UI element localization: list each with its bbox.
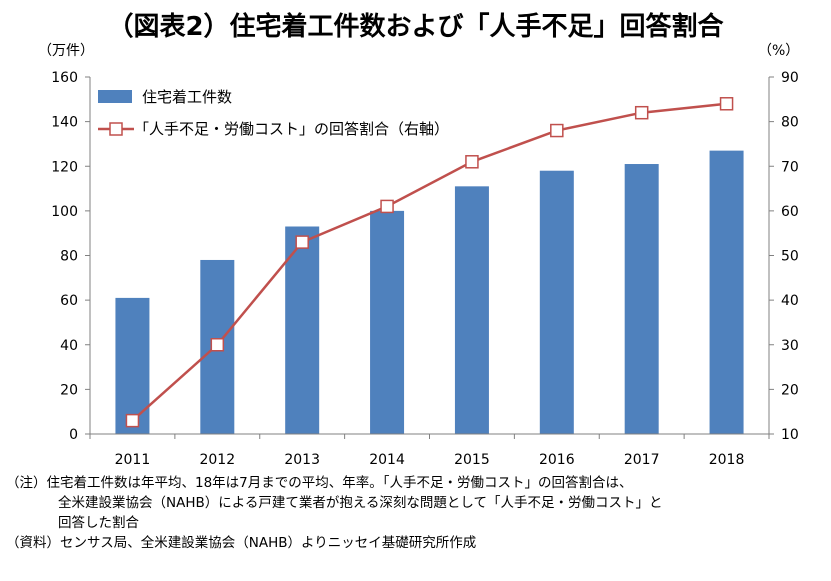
bar xyxy=(539,170,574,434)
line-point xyxy=(125,413,140,428)
line-point xyxy=(295,235,309,249)
x-tick-label: 2016 xyxy=(539,452,575,468)
line-point xyxy=(634,105,649,120)
bar xyxy=(454,186,489,434)
left-tick-label: 40 xyxy=(60,338,78,354)
chart-title: （図表2）住宅着工件数および「人手不足」回答割合 xyxy=(107,12,724,42)
right-tick-label: 10 xyxy=(781,427,799,443)
bar xyxy=(709,150,744,434)
left-tick-label: 80 xyxy=(60,249,78,265)
right-axis-unit: （%） xyxy=(758,43,799,59)
right-tick-label: 50 xyxy=(781,249,799,265)
x-tick-label: 2017 xyxy=(624,452,660,468)
left-tick-label: 0 xyxy=(69,427,78,443)
right-tick-label: 70 xyxy=(781,159,799,175)
bar xyxy=(624,164,659,435)
x-tick-label: 2018 xyxy=(709,452,745,468)
x-tick-label: 2011 xyxy=(115,452,151,468)
source-note: （資料）センサス局、全米建設業協会（NAHB）よりニッセイ基礎研究所作成 xyxy=(6,535,477,551)
line-point xyxy=(210,338,225,352)
legend-line-label: 「人手不足・労働コスト」の回答割合（右軸） xyxy=(134,120,449,138)
right-tick-label: 30 xyxy=(781,338,799,354)
bar xyxy=(370,210,405,434)
right-tick-label: 40 xyxy=(781,293,799,309)
line-point xyxy=(465,155,479,169)
left-tick-label: 120 xyxy=(51,159,78,175)
line-point xyxy=(719,97,734,111)
x-tick-label: 2015 xyxy=(454,452,490,468)
note-line-1: （注）住宅着工件数は年平均、18年は7月までの平均、年率。「人手不足・労働コスト… xyxy=(6,475,633,491)
right-tick-label: 90 xyxy=(781,70,799,86)
note-line-3: 回答した割合 xyxy=(58,515,139,531)
legend: 住宅着工件数 「人手不足・労働コスト」の回答割合（右軸） xyxy=(98,88,449,138)
x-tick-label: 2012 xyxy=(199,452,235,468)
legend-bar-label: 住宅着工件数 xyxy=(142,88,232,106)
right-tick-label: 80 xyxy=(781,115,799,131)
right-tick-label: 20 xyxy=(781,382,799,398)
note-line-2: 全米建設業協会（NAHB）による戸建て業者が抱える深刻な問題として「人手不足・労… xyxy=(58,495,663,511)
legend-line-marker xyxy=(109,122,123,136)
left-tick-label: 100 xyxy=(51,204,78,220)
chart: （万件） （%） 0 20 40 60 80 100 120 140 160 10 20 30 40 5… xyxy=(38,43,799,468)
left-tick-label: 140 xyxy=(51,115,78,131)
right-tick-label: 60 xyxy=(781,204,799,220)
x-tick-label: 2013 xyxy=(284,452,320,468)
series-line xyxy=(131,102,727,422)
legend-bar-swatch xyxy=(98,90,132,103)
left-tick-label: 20 xyxy=(60,382,78,398)
left-axis-unit: （万件） xyxy=(38,43,94,59)
line-point xyxy=(380,199,394,214)
line-point xyxy=(550,123,564,138)
notes: （注）住宅着工件数は年平均、18年は7月までの平均、年率。「人手不足・労働コスト… xyxy=(6,473,663,553)
left-tick-label: 160 xyxy=(51,70,78,86)
bar xyxy=(285,226,320,434)
left-tick-label: 60 xyxy=(60,293,78,309)
bar xyxy=(115,297,150,434)
x-tick-label: 2014 xyxy=(369,452,405,468)
